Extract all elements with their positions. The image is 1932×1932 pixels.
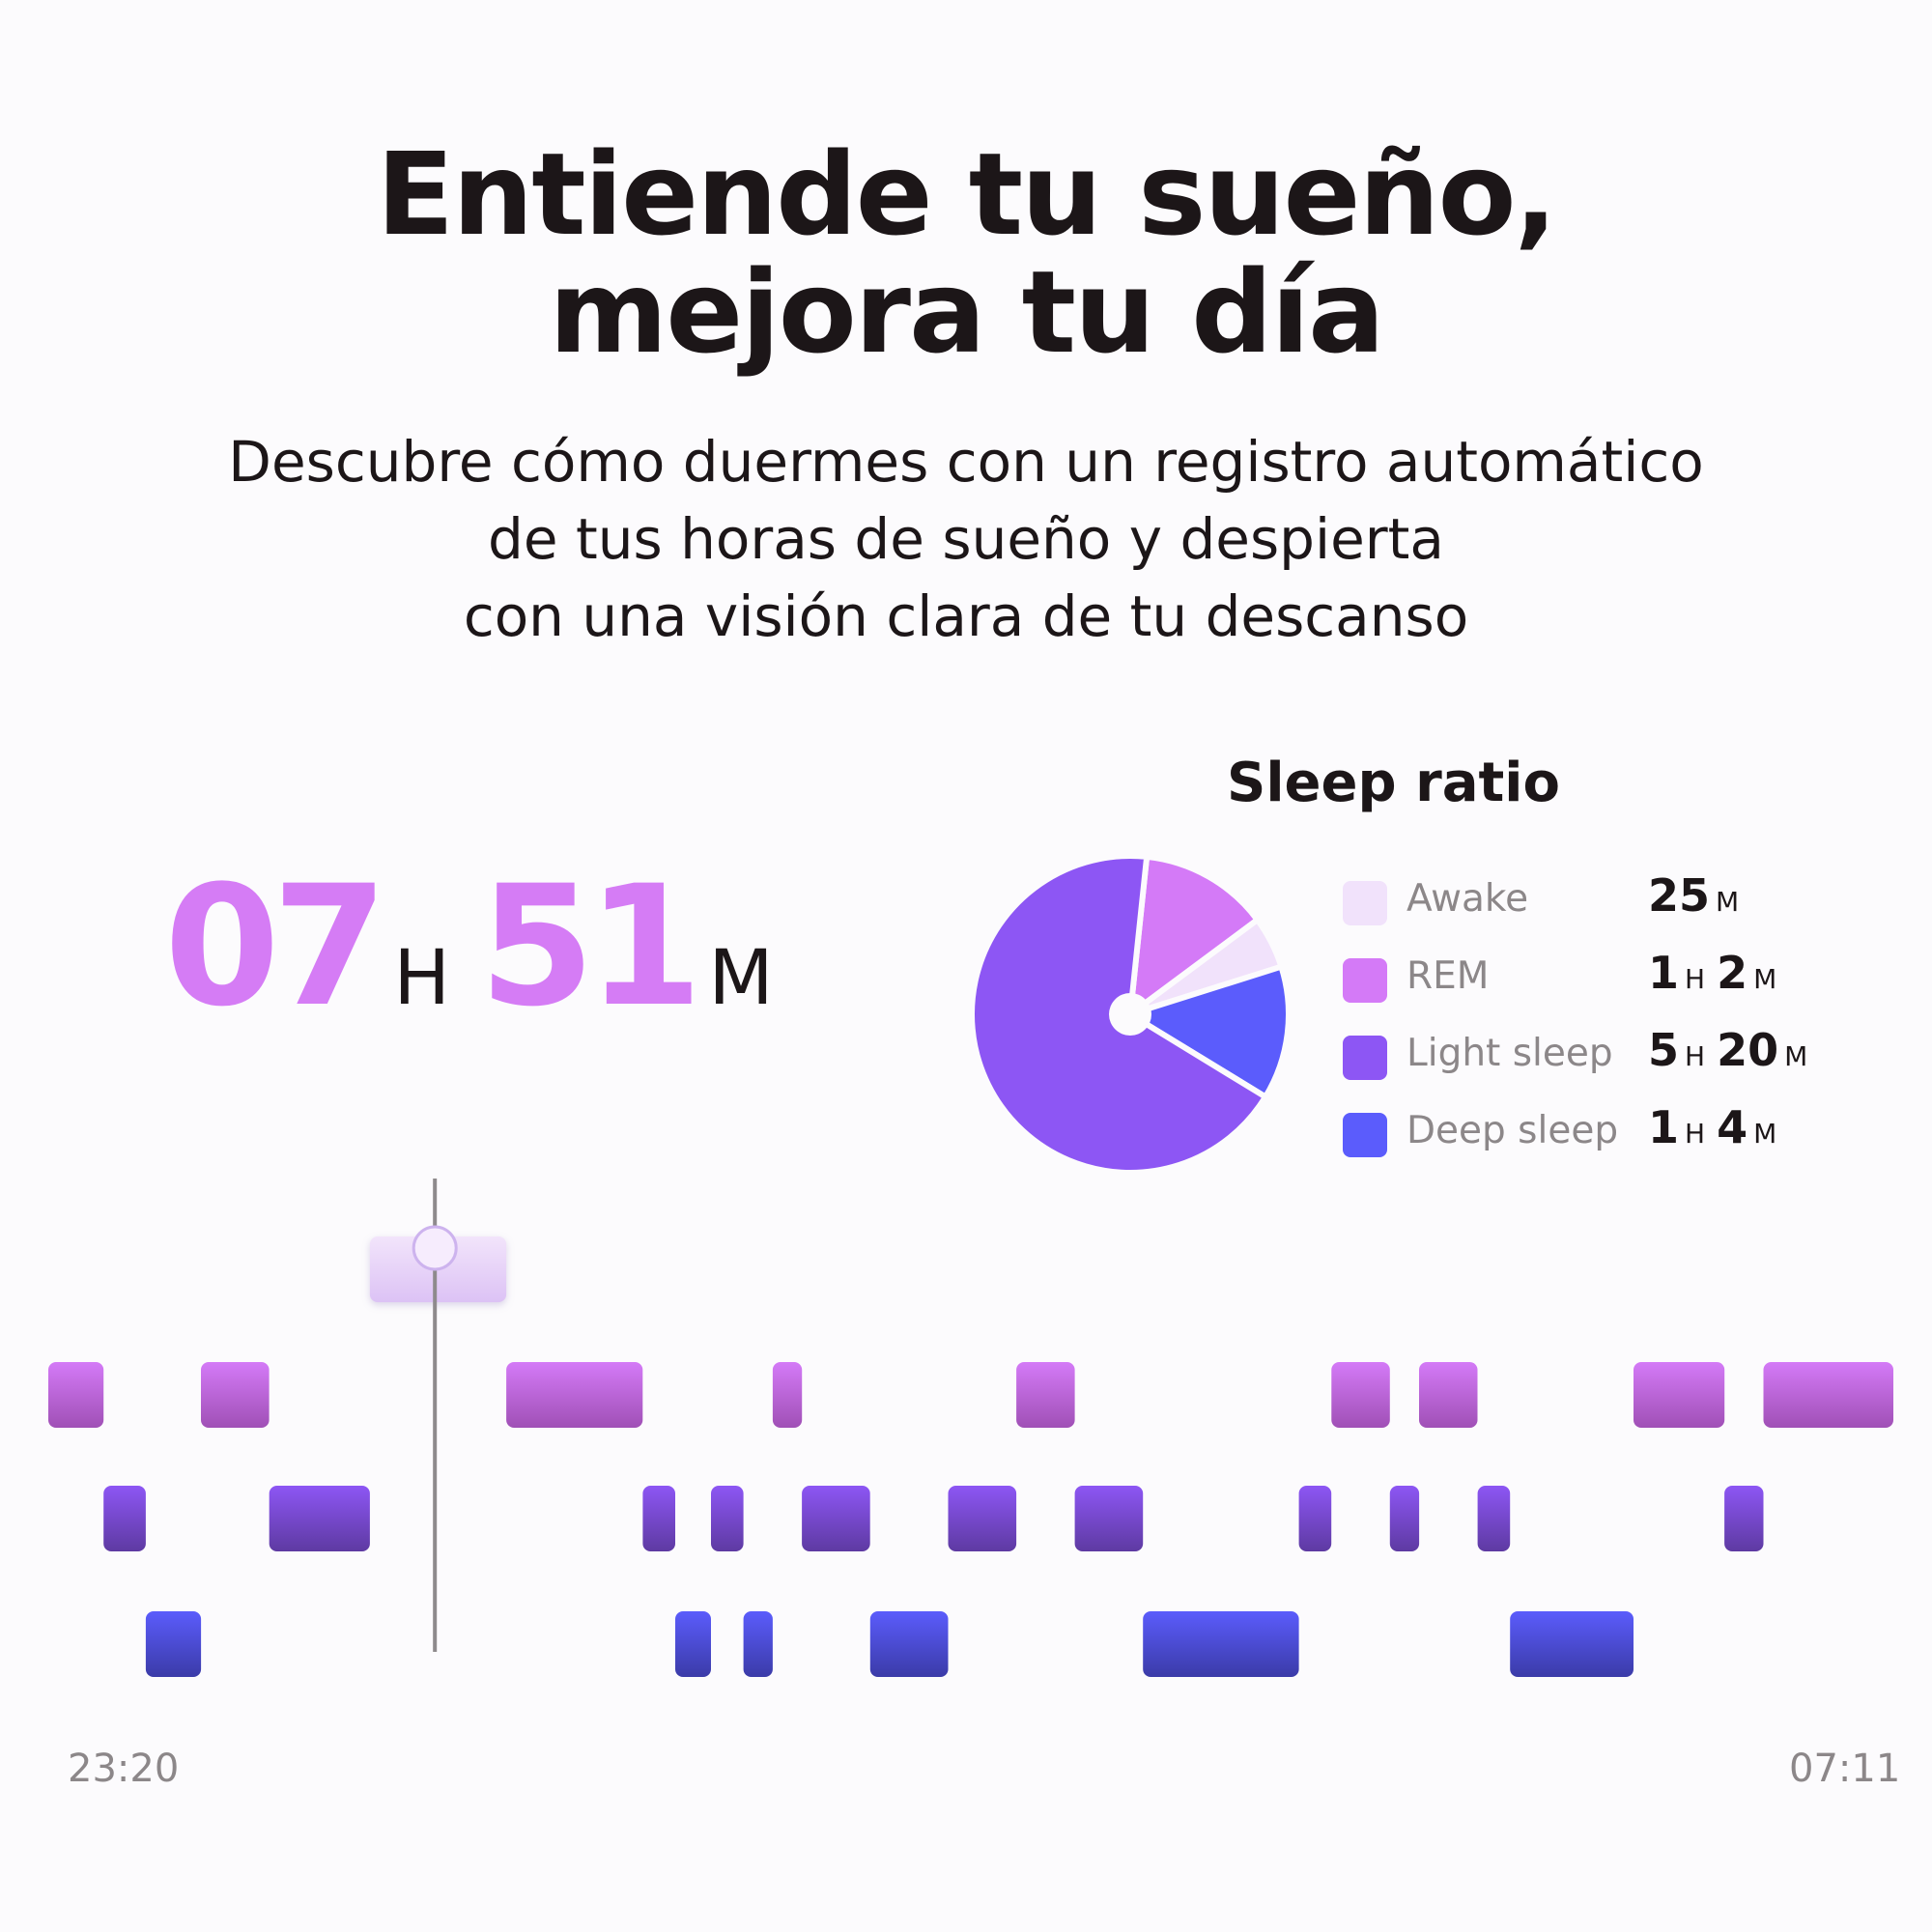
legend-value-unit: M: [1753, 1118, 1777, 1150]
hypnogram-segment-rem: [1634, 1362, 1725, 1428]
hypnogram-segment-deep: [145, 1611, 202, 1677]
hypnogram-segment-light: [269, 1486, 370, 1551]
hypnogram-segment-rem: [506, 1362, 643, 1428]
hypnogram-segment-deep: [1510, 1611, 1634, 1677]
legend-value-light: 5 H 20 M: [1648, 1024, 1819, 1076]
legend-value-unit: M: [1784, 1040, 1808, 1072]
pie-slice-deep: [1127, 963, 1292, 1100]
sleep-ratio-legend: Awake 25 M REM 1 H 2 M Light sleep 5 H 20 M Deep slee…: [1343, 869, 1922, 1179]
total-minutes-unit: M: [708, 935, 774, 1022]
hypnogram-segment-rem: [1763, 1362, 1893, 1428]
hypnogram-segment-deep: [1143, 1611, 1299, 1677]
sleep-ratio-pie-chart: [969, 853, 1292, 1176]
legend-value-awake: 25 M: [1648, 869, 1750, 922]
legend-item-awake: Awake 25 M: [1343, 869, 1922, 947]
x-axis-start-time: 23:20: [68, 1747, 180, 1791]
legend-value-unit: H: [1685, 1040, 1706, 1072]
hypnogram-segment-light: [802, 1486, 870, 1551]
hypnogram-segment-light: [1477, 1486, 1511, 1551]
legend-value-unit: M: [1753, 963, 1777, 995]
subtitle-line-3: con una visión clara de tu descanso: [463, 583, 1469, 649]
legend-item-deep: Deep sleep 1 H 4 M: [1343, 1101, 1922, 1179]
hypnogram-segment-light: [1389, 1486, 1420, 1551]
legend-label-deep: Deep sleep: [1406, 1109, 1619, 1152]
hypnogram-segment-rem: [201, 1362, 270, 1428]
legend-value-number: 1: [1648, 1101, 1680, 1153]
subtitle-line-1: Descubre cómo duermes con un registro au…: [228, 429, 1704, 495]
subtitle-line-2: de tus horas de sueño y despierta: [488, 506, 1444, 572]
legend-label-rem: REM: [1406, 954, 1490, 998]
total-minutes: 51: [479, 849, 702, 1043]
hypnogram-segment-deep: [869, 1611, 949, 1677]
total-hours: 07: [164, 849, 387, 1043]
legend-value-number: 20: [1717, 1024, 1779, 1076]
hypnogram-segment-rem: [1331, 1362, 1390, 1428]
legend-swatch-awake: [1343, 881, 1387, 925]
hypnogram-segment-light: [642, 1486, 675, 1551]
hypnogram-segment-deep: [743, 1611, 773, 1677]
legend-value-number: 5: [1648, 1024, 1680, 1076]
x-axis-end-time: 07:11: [1789, 1747, 1901, 1791]
legend-value-unit: H: [1685, 1118, 1706, 1150]
legend-value-unit: H: [1685, 963, 1706, 995]
legend-value-number: 25: [1648, 869, 1711, 922]
legend-swatch-rem: [1343, 958, 1387, 1003]
legend-value-number: 1: [1648, 947, 1680, 999]
sleep-stage-hypnogram: [48, 1179, 1893, 1677]
hypnogram-segment-deep: [675, 1611, 711, 1677]
headline-line-1: Entiende tu sueño,: [376, 128, 1558, 261]
hypnogram-segment-light: [1298, 1486, 1332, 1551]
headline: Entiende tu sueño, mejora tu día: [0, 135, 1932, 371]
hypnogram-segment-rem: [48, 1362, 104, 1428]
hypnogram-segment-rem: [1016, 1362, 1075, 1428]
pie-center-hub: [1109, 993, 1151, 1036]
pie-slice-rem: [1127, 853, 1261, 1017]
legend-label-light: Light sleep: [1406, 1032, 1613, 1075]
sleep-ratio-title: Sleep ratio: [1227, 752, 1560, 814]
legend-swatch-deep: [1343, 1113, 1387, 1157]
hypnogram-segment-light: [1074, 1486, 1144, 1551]
legend-label-awake: Awake: [1406, 877, 1529, 921]
hypnogram-segment-light: [103, 1486, 146, 1551]
subtitle: Descubre cómo duermes con un registro au…: [0, 423, 1932, 655]
hypnogram-segment-light: [948, 1486, 1017, 1551]
legend-item-rem: REM 1 H 2 M: [1343, 947, 1922, 1024]
hypnogram-segment-light: [711, 1486, 744, 1551]
headline-line-2: mejora tu día: [549, 245, 1384, 379]
hypnogram-segment-rem: [1419, 1362, 1478, 1428]
hypnogram-cursor-handle[interactable]: [412, 1225, 458, 1271]
legend-value-number: 2: [1717, 947, 1748, 999]
hypnogram-segment-rem: [772, 1362, 803, 1428]
legend-item-light: Light sleep 5 H 20 M: [1343, 1024, 1922, 1101]
hypnogram-segment-light: [1724, 1486, 1764, 1551]
total-hours-unit: H: [393, 935, 451, 1022]
legend-swatch-light: [1343, 1036, 1387, 1080]
legend-value-number: 4: [1717, 1101, 1748, 1153]
legend-value-unit: M: [1716, 886, 1740, 918]
total-sleep-duration: 07 H 51 M: [164, 860, 803, 1034]
